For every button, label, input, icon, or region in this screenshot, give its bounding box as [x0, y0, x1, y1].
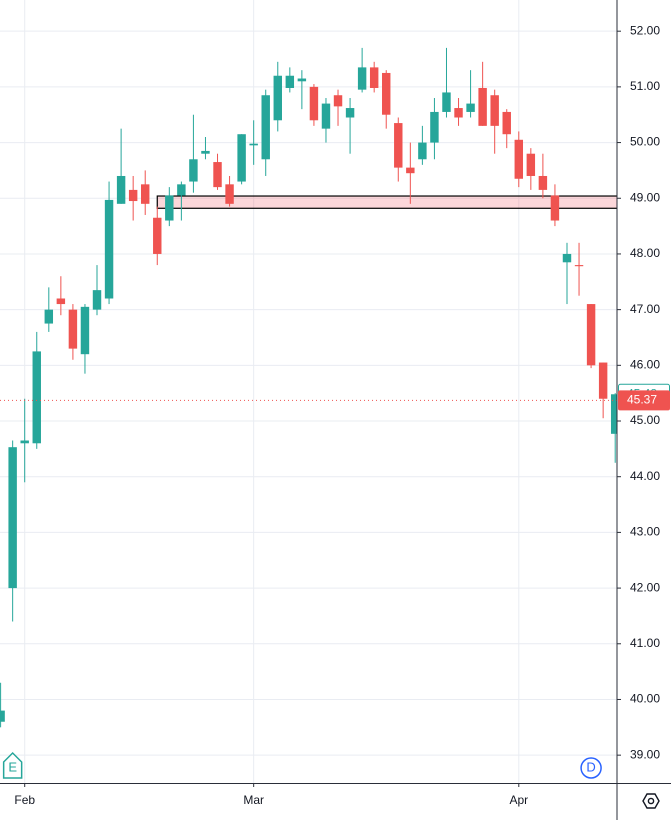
candle-body — [128, 189, 138, 202]
y-tick-label: 46.00 — [630, 357, 660, 371]
candle-body — [586, 304, 596, 366]
candle-body — [526, 153, 536, 176]
candle-body — [285, 75, 295, 88]
candle-body — [490, 95, 499, 126]
y-tick-label: 47.00 — [630, 302, 660, 316]
y-tick-label: 41.00 — [630, 636, 660, 650]
event-label[interactable]: D — [586, 759, 595, 774]
candle-body — [394, 123, 403, 168]
candle-body — [0, 710, 5, 722]
candle-body — [514, 139, 524, 179]
y-tick-label: 45.00 — [630, 413, 660, 427]
candle-body — [562, 253, 572, 263]
candle-body — [201, 150, 210, 154]
candle-body — [502, 111, 511, 135]
candle-body — [177, 184, 186, 196]
candle-body — [550, 195, 560, 221]
candle-body — [369, 67, 379, 88]
candle-body — [80, 306, 90, 355]
candle-body — [261, 95, 270, 160]
candle-body — [32, 351, 41, 444]
candle-body — [104, 199, 114, 299]
event-marker[interactable] — [580, 757, 602, 779]
plot-area — [0, 47, 617, 728]
settings-button[interactable] — [642, 793, 660, 809]
candle-body — [345, 108, 355, 118]
candle-body — [309, 86, 319, 121]
candle-body — [478, 87, 487, 126]
y-tick-label: 44.00 — [630, 469, 660, 483]
y-tick-label: 52.00 — [630, 23, 660, 37]
candle-body — [165, 195, 174, 221]
candle-body — [213, 162, 222, 188]
y-tick-label: 48.00 — [630, 246, 660, 260]
candle-body — [68, 309, 78, 349]
zone — [156, 195, 617, 209]
x-tick-label: Mar — [243, 793, 264, 807]
candle-body — [321, 103, 331, 129]
settings-icon-center[interactable] — [647, 797, 655, 805]
y-tick-label: 49.00 — [630, 190, 660, 204]
candle-body — [225, 184, 234, 204]
candle-body — [297, 78, 307, 82]
candle-body — [598, 362, 608, 399]
event-marker[interactable] — [2, 751, 23, 779]
candle-body — [237, 134, 246, 182]
candle-body — [56, 298, 66, 305]
y-tick-label: 51.00 — [630, 79, 660, 93]
candle-body — [92, 290, 102, 310]
y-tick-label: 50.00 — [630, 135, 660, 149]
candle-body — [189, 159, 198, 182]
candle-body — [418, 142, 427, 160]
candle-body — [610, 394, 617, 434]
candle-body — [153, 217, 162, 254]
candle-body — [8, 447, 17, 589]
candle-body — [382, 72, 391, 115]
candle-body — [574, 265, 584, 267]
settings-icon[interactable] — [642, 793, 660, 809]
event-label[interactable]: E — [8, 759, 17, 774]
candle-body — [466, 103, 475, 112]
candle-body — [44, 309, 54, 324]
y-tick-label: 39.00 — [630, 747, 660, 761]
candle-body — [538, 175, 548, 190]
price-label: 45.37 — [627, 393, 657, 407]
candle-body — [140, 184, 150, 204]
candle-body — [249, 143, 258, 146]
candle-body — [273, 75, 282, 121]
axes: 39.00 40.00 41.00 42.00 43.00 44.00 45.00 46.00… — [2, 23, 670, 807]
candle-body — [357, 67, 367, 90]
candle-body — [442, 92, 451, 112]
candle-body — [333, 95, 343, 107]
candle-body — [116, 175, 126, 204]
candle-body — [430, 111, 439, 143]
candle-body — [454, 108, 463, 118]
y-tick-label: 42.00 — [630, 580, 660, 594]
y-tick-label: 43.00 — [630, 525, 660, 539]
price-label-box — [618, 390, 670, 411]
y-tick-label: 40.00 — [630, 692, 660, 706]
x-tick-label: Apr — [509, 793, 528, 807]
grid — [0, 0, 617, 783]
candle-body — [406, 167, 415, 174]
x-tick-label: Feb — [14, 793, 35, 807]
candle-body — [20, 440, 29, 444]
